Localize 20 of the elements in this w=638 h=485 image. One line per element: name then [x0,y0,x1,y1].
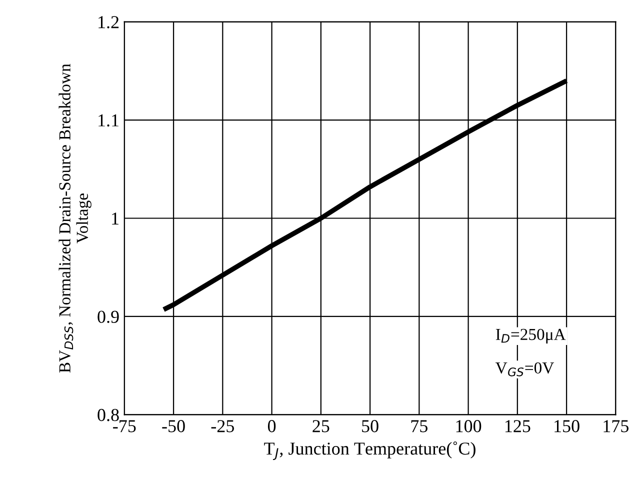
x-tick-label: 100 [456,420,482,432]
y-tick-label: 1 [112,212,118,225]
y-tick-label: 0.9 [98,310,119,323]
x-tick-label: -75 [113,420,136,432]
x-tick-label: -25 [211,420,234,432]
x-axis-title: T$_{J}$, Junction Temperature(˚C) [264,441,476,460]
x-tick-label: 125 [505,420,530,432]
y-axis-title: BV$_{DSS}$, Normalized Drain-Source Breakdown Voltage [58,64,92,373]
y-tick-label: 0.8 [98,408,119,422]
x-tick-label: 150 [554,420,580,432]
x-tick-label: 0 [268,420,276,432]
y-tick-label: 1.1 [98,114,118,127]
annotation: I$_{D}$=250μA [496,328,566,344]
x-tick-label: 175 [604,420,629,432]
annotation: V$_{GS}$=0V [496,362,554,376]
x-tick-label: 50 [362,420,378,432]
x-tick-label: -50 [162,420,185,432]
x-tick-label: 75 [411,420,428,432]
x-tick-label: 25 [312,420,330,432]
y-tick-label: 1.2 [98,16,119,28]
